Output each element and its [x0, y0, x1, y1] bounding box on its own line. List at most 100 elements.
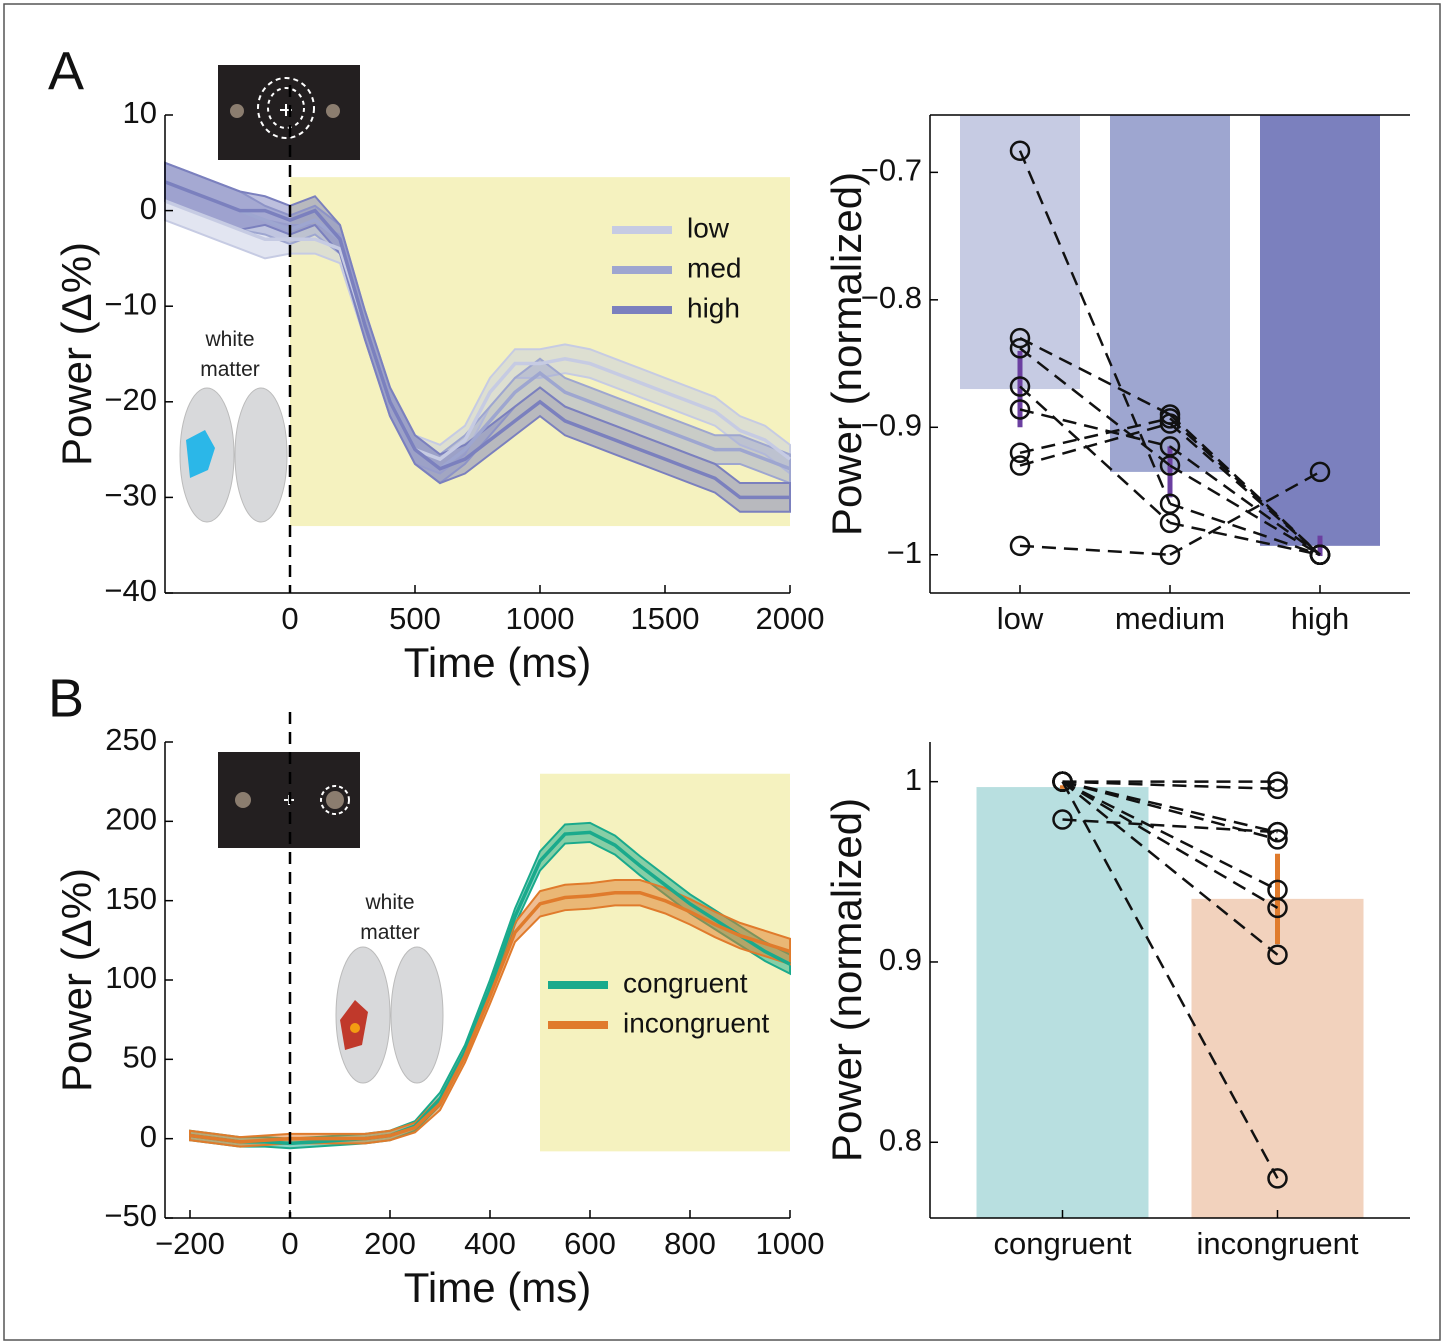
subject-line	[1019, 336, 1171, 416]
subject-point	[1009, 140, 1031, 161]
annotation: white matter	[200, 328, 260, 381]
subject-point	[1159, 408, 1181, 429]
subject-point	[1267, 771, 1288, 792]
bar	[1110, 115, 1230, 472]
x-axis-title: Time (ms)	[404, 639, 591, 686]
y-tick-label: −0.9	[861, 407, 922, 442]
panel-label: B	[48, 668, 84, 728]
y-tick-label: 1	[905, 762, 922, 797]
legend-label: high	[687, 292, 740, 323]
subject-line	[1061, 780, 1279, 891]
x-tick-label: 600	[564, 1226, 616, 1261]
legend-label: congruent	[623, 967, 748, 998]
subject-point	[1159, 413, 1181, 434]
subject-line	[1169, 445, 1321, 556]
subject-point	[1267, 897, 1288, 919]
subject-point	[1267, 821, 1288, 843]
subject-point	[1009, 338, 1031, 359]
line	[164, 180, 791, 471]
y-tick-label: −50	[104, 1198, 157, 1233]
subject-point	[1052, 809, 1073, 830]
subject-point	[1309, 544, 1331, 566]
subject-point	[1009, 327, 1031, 349]
subject-point	[1267, 944, 1288, 966]
subject-point	[1267, 829, 1288, 850]
x-tick-label: 200	[364, 1226, 416, 1261]
subject-line	[1169, 470, 1321, 556]
y-tick-label: 150	[105, 881, 157, 916]
subject-point	[1009, 455, 1031, 476]
brain-image	[335, 946, 444, 1084]
annotation: white matter	[360, 891, 420, 944]
subject-line	[1061, 780, 1279, 956]
x-tick-label: congruent	[994, 1226, 1132, 1261]
y-tick-label: −10	[104, 286, 157, 321]
panel-label: A	[48, 41, 84, 101]
x-tick-label: 2000	[756, 601, 825, 636]
frame	[3, 3, 1441, 1341]
x-tick-label: 1000	[756, 1226, 825, 1261]
y-tick-label: −1	[887, 535, 922, 570]
y-tick-label: −40	[104, 573, 157, 608]
subject-line	[1061, 781, 1279, 1179]
subject-line	[1169, 502, 1321, 556]
subject-line	[1169, 422, 1321, 556]
subject-line	[1019, 408, 1171, 448]
y-axis-title: Power (Δ%)	[53, 868, 100, 1092]
x-tick-label: −200	[155, 1226, 225, 1261]
y-tick-label: −20	[104, 382, 157, 417]
line	[164, 199, 792, 462]
subject-line	[1062, 780, 1278, 791]
subject-point	[1009, 399, 1031, 420]
subject-point	[1009, 376, 1031, 397]
x-tick-label: high	[1291, 601, 1350, 636]
y-tick-label: 0.9	[879, 942, 922, 977]
subject-line	[1019, 544, 1171, 557]
y-tick-label: 100	[105, 960, 157, 995]
subject-point	[1159, 436, 1181, 457]
subject-point	[1052, 771, 1073, 792]
legend-label: incongruent	[623, 1007, 770, 1038]
legend-label: low	[687, 212, 730, 243]
bar	[1260, 115, 1380, 546]
y-tick-label: 250	[105, 722, 157, 757]
subject-point	[1009, 535, 1031, 557]
x-tick-label: 400	[464, 1226, 516, 1261]
x-tick-label: 1500	[631, 601, 700, 636]
y-tick-label: 10	[123, 95, 157, 130]
x-tick-label: 500	[389, 601, 441, 636]
x-tick-label: low	[997, 601, 1044, 636]
y-tick-label: 0	[140, 1119, 157, 1154]
subject-point	[1267, 1168, 1288, 1189]
y-tick-label: 50	[123, 1040, 157, 1075]
x-tick-label: 0	[281, 1226, 298, 1261]
subject-line	[1019, 385, 1171, 524]
subject-point	[1159, 512, 1181, 534]
subject-point	[1267, 778, 1288, 800]
x-tick-label: 0	[281, 601, 298, 636]
subject-line	[1169, 464, 1321, 556]
subject-line	[1019, 417, 1171, 455]
x-tick-label: incongruent	[1196, 1226, 1358, 1261]
subject-line	[1019, 347, 1171, 467]
bar	[976, 787, 1149, 1218]
y-tick-label: −0.8	[861, 280, 922, 315]
line	[164, 180, 790, 500]
y-axis-title: Power (Δ%)	[53, 242, 100, 466]
subject-line	[1169, 417, 1321, 556]
y-tick-label: −30	[104, 478, 157, 513]
subject-line	[1062, 780, 1278, 834]
y-axis-title: Power (normalized)	[823, 798, 870, 1162]
subject-point	[1009, 442, 1031, 464]
x-tick-label: medium	[1115, 601, 1225, 636]
error-band	[164, 161, 791, 513]
x-axis-title: Time (ms)	[404, 1264, 591, 1311]
subject-line	[1062, 818, 1278, 834]
legend-label: med	[687, 252, 741, 283]
y-tick-label: 0	[140, 191, 157, 226]
x-tick-label: 800	[664, 1226, 716, 1261]
y-tick-label: 0.8	[879, 1122, 922, 1157]
y-axis-title: Power (normalized)	[823, 172, 870, 536]
subject-point	[1309, 461, 1331, 483]
